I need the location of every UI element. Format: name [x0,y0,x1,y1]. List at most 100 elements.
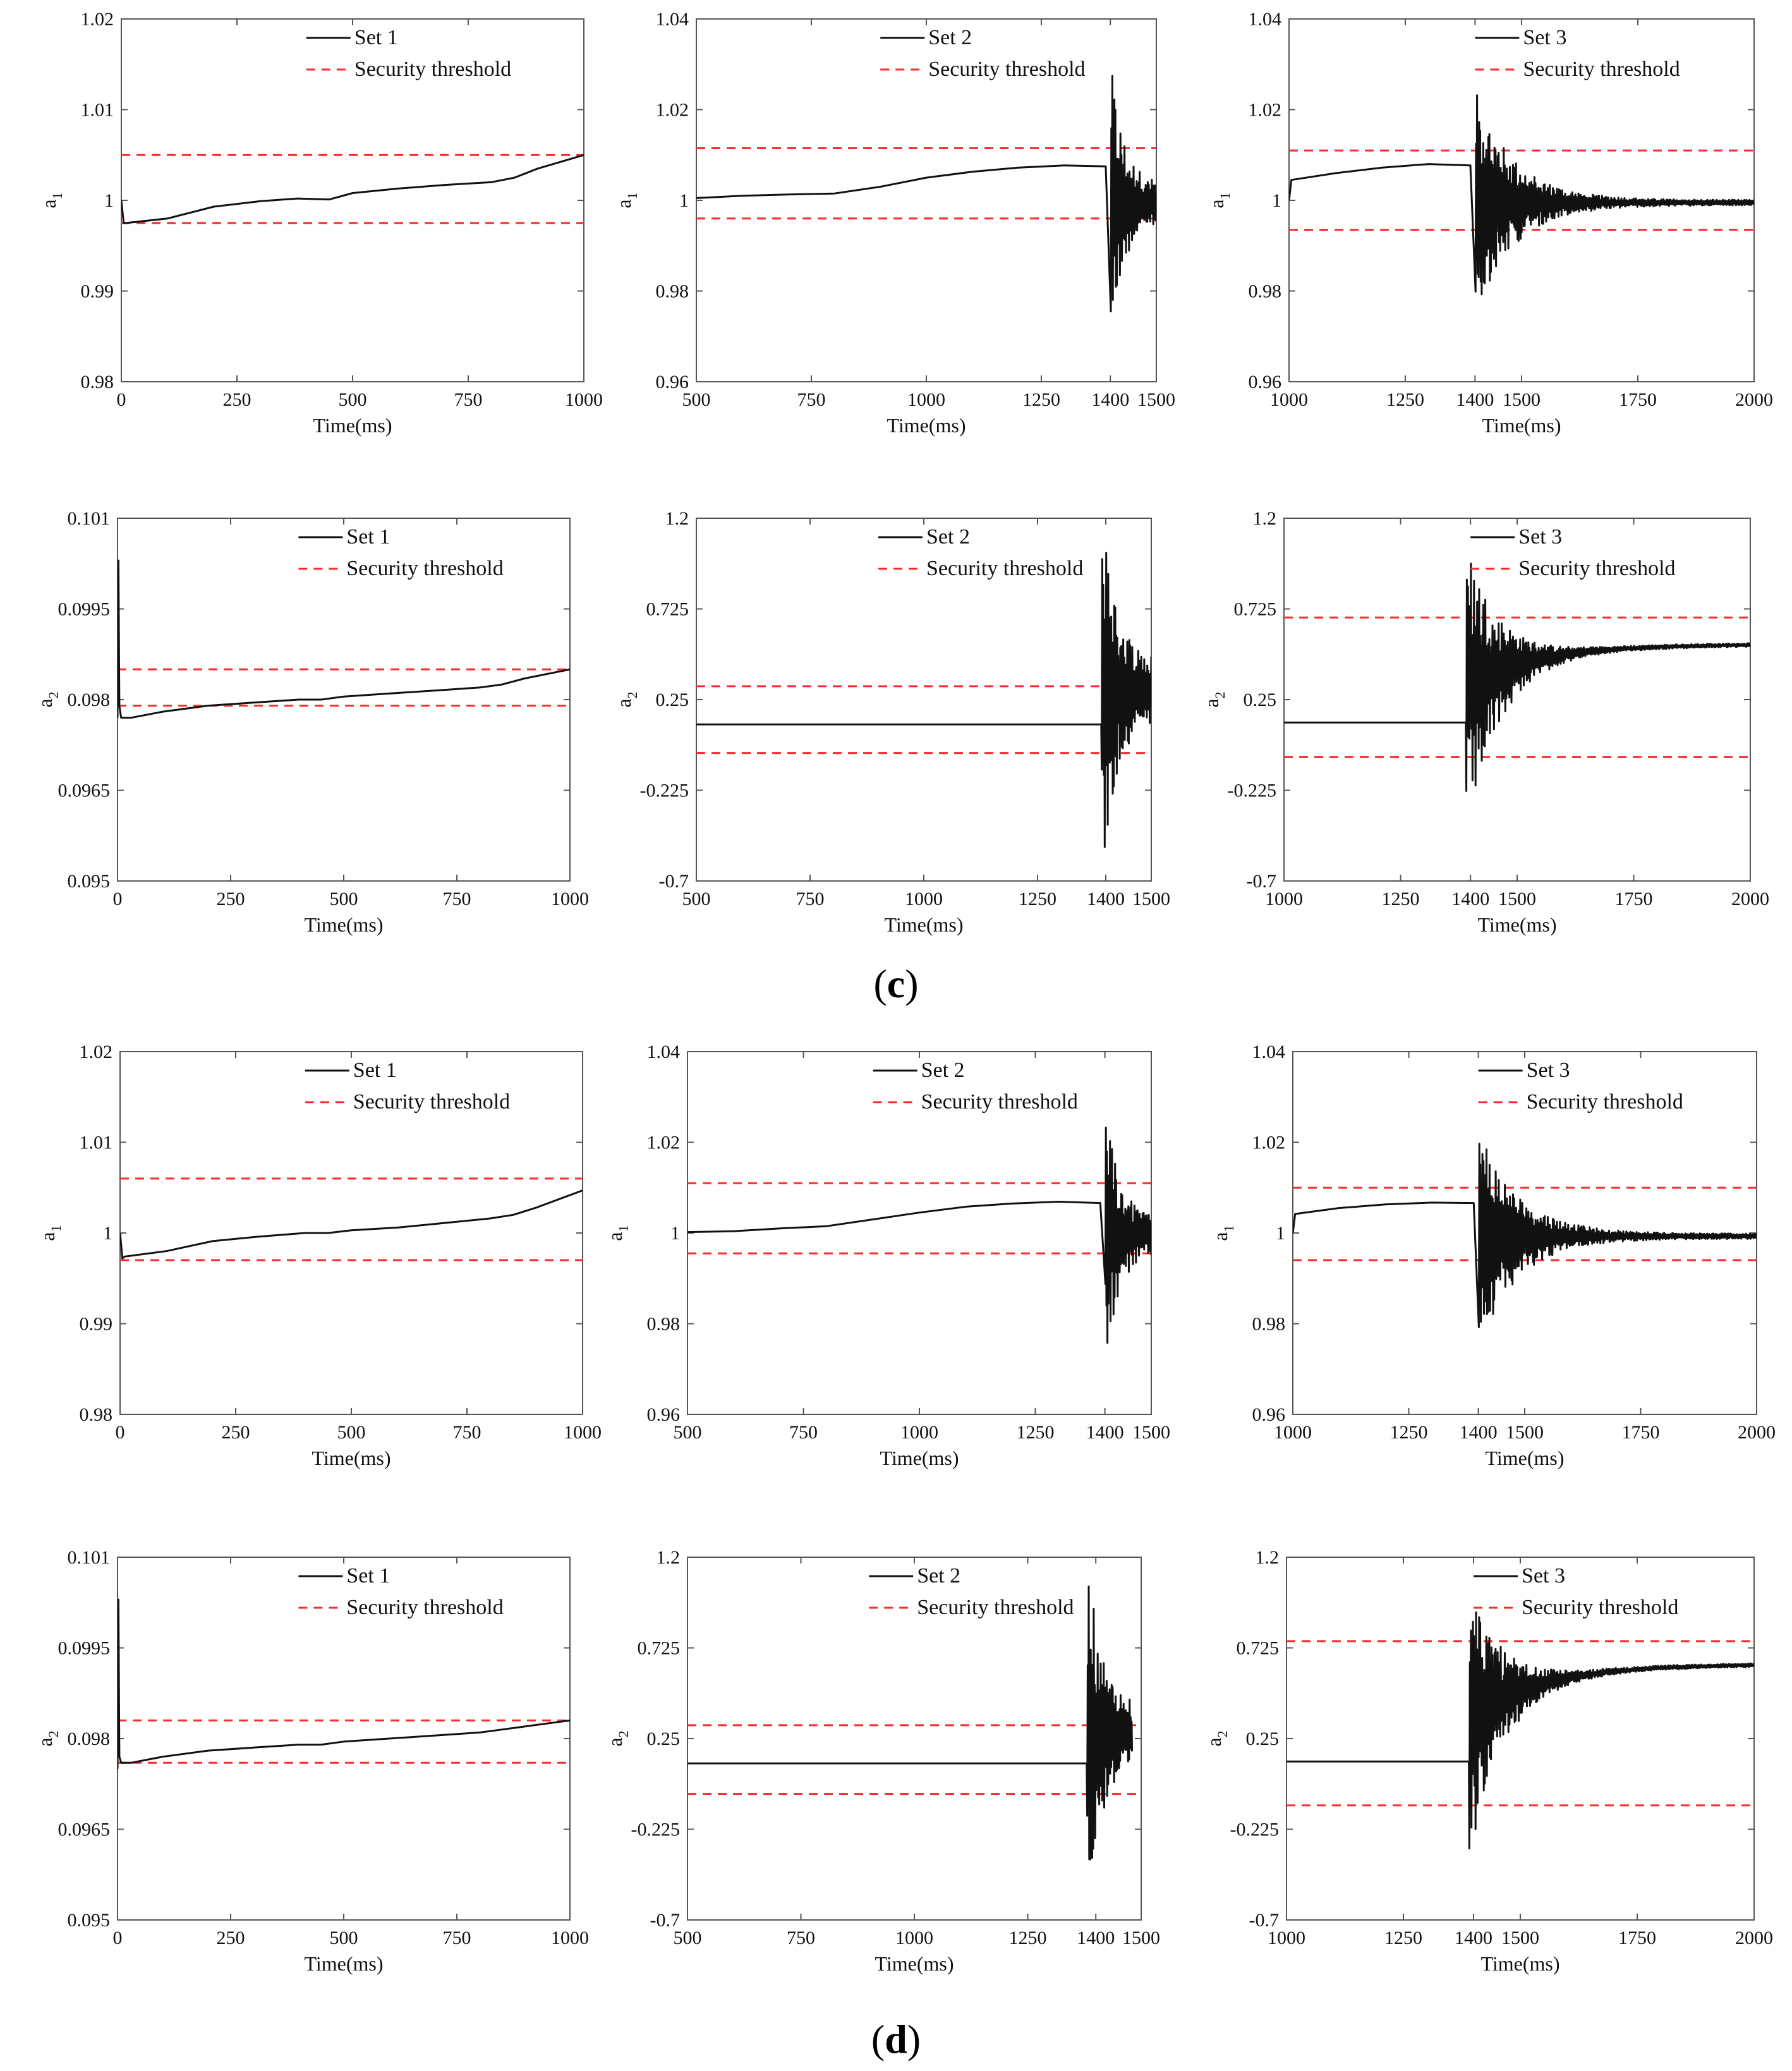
x-tick-label: 1400 [1456,389,1494,410]
y-axis-label: a2 [33,691,61,707]
y-tick-label: 0.25 [1244,689,1277,710]
plot-frame [119,1051,583,1415]
y-tick-label: 1.2 [1253,508,1277,529]
x-tick-label: 1000 [1268,1928,1305,1948]
x-tick-label: 1000 [1270,389,1308,410]
x-tick-label: 0 [113,889,123,909]
plot-area [696,552,1151,848]
legend-series-label: Set 1 [346,1564,390,1588]
panel-label-d: (d) [871,2017,921,2062]
y-tick-label: -0.7 [650,1910,681,1931]
series-line [1286,1611,1754,1850]
x-tick-label: 1750 [1618,1928,1656,1948]
chart-panel-d-a2-set1: 0 250 500 750 1000 0.095 0.0965 0.098 0.0995 0.10… [33,1547,589,1975]
x-tick-label: 1000 [551,1928,589,1948]
y-tick-label: 1.02 [1252,1133,1286,1153]
y-tick-label: 1.04 [647,1042,681,1062]
legend-threshold-label: Security threshold [346,557,503,580]
y-tick-label: 0.25 [656,689,689,710]
plot-area [687,1126,1151,1344]
y-tick-label: 1.02 [81,9,114,30]
plot-area [1293,1143,1757,1328]
x-tick-label: 250 [222,1422,250,1443]
y-tick-label: 1.04 [1249,9,1282,30]
legend-threshold-label: Security threshold [1527,1090,1683,1114]
x-axis-label: Time(ms) [1482,414,1561,437]
series-line [687,1126,1151,1344]
plot-frame [117,518,571,882]
x-axis-label: Time(ms) [880,1447,959,1469]
x-tick-label: 1400 [1087,889,1125,909]
x-tick-label: 1500 [1122,1928,1160,1948]
series-line [696,75,1156,313]
legend-series-label: Set 2 [926,525,970,549]
y-tick-label: 0.095 [68,871,111,892]
x-tick-label: 1400 [1091,389,1129,410]
legend-threshold-label: Security threshold [346,1596,503,1619]
legend-series-label: Set 3 [1523,26,1566,49]
y-tick-label: -0.7 [659,871,689,892]
series-line [121,154,584,224]
x-axis-label: Time(ms) [304,1952,383,1975]
y-tick-label: 1.04 [656,9,689,30]
plot-frame [1283,518,1751,882]
x-tick-label: 250 [223,389,251,410]
plot-area [1286,1611,1754,1850]
legend-threshold-label: Security threshold [926,557,1083,580]
legend-threshold-label: Security threshold [1522,1596,1678,1619]
x-tick-label: 1000 [907,389,945,410]
y-axis-label: a2 [603,1730,631,1746]
x-tick-label: 1500 [1132,1422,1170,1443]
y-tick-label: 1 [1272,190,1281,211]
y-tick-label: 1 [670,1223,680,1244]
x-tick-label: 1400 [1451,889,1489,909]
plot-area [687,1585,1141,1861]
y-axis-label: a1 [612,192,640,208]
x-tick-label: 1500 [1503,389,1541,410]
x-tick-label: 500 [330,889,358,909]
y-tick-label: -0.225 [1228,780,1277,801]
y-tick-label: 0.101 [68,508,111,529]
y-tick-label: 1 [103,1223,112,1244]
plot-area [120,1177,583,1261]
legend-series-label: Set 1 [353,1059,397,1082]
x-tick-label: 1250 [1382,889,1420,909]
chart-panel-c-a1-set3: 1000 1250 1400 1500 1750 2000 0.96 0.98 1 1.02 1.0… [1205,9,1773,437]
y-axis-label: a1 [603,1225,631,1241]
series-line [1284,562,1750,792]
x-tick-label: 1250 [1017,1422,1055,1443]
x-tick-label: 1000 [900,1422,938,1443]
y-tick-label: 1.01 [81,100,114,121]
plot-frame [121,18,584,382]
series-line [687,1585,1134,1861]
y-tick-label: 1.2 [657,1547,681,1568]
y-axis-label: a2 [612,691,640,707]
y-tick-label: 0.99 [80,1314,113,1335]
x-tick-label: 750 [787,1928,815,1948]
y-tick-label: 0.96 [1249,372,1282,392]
legend-threshold-label: Security threshold [1523,58,1680,81]
x-axis-label: Time(ms) [1480,1952,1559,1975]
legend-series-label: Set 2 [921,1059,965,1082]
legend-series-label: Set 1 [354,26,398,49]
plot-frame [687,1557,1142,1921]
x-tick-label: 750 [789,1422,818,1443]
x-axis-label: Time(ms) [1477,913,1556,936]
y-tick-label: 0.98 [81,372,114,392]
x-tick-label: 1400 [1086,1422,1124,1443]
y-axis-label: a2 [1200,691,1228,707]
x-tick-label: 2000 [1738,1422,1776,1443]
x-tick-label: 750 [453,1422,481,1443]
x-axis-label: Time(ms) [884,913,963,936]
x-tick-label: 750 [796,889,825,909]
series-line [1289,94,1754,296]
plot-area [118,1598,570,1769]
y-tick-label: 0.0965 [58,780,111,801]
x-tick-label: 1500 [1132,889,1170,909]
y-tick-label: 1.02 [656,100,689,121]
x-tick-label: 0 [116,1422,125,1443]
chart-panel-d-a2-set2: 500 750 1000 1250 1400 1500 -0.7 -0.225 0.25 0.72… [603,1547,1160,1975]
y-tick-label: 0.98 [647,1314,681,1335]
